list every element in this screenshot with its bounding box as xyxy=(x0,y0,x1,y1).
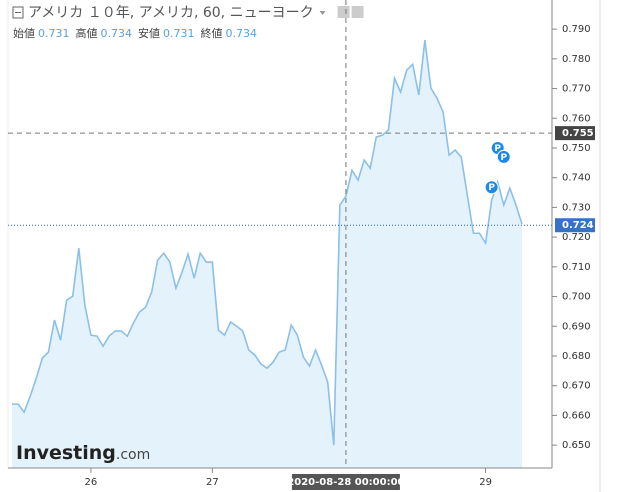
collapse-icon[interactable] xyxy=(12,6,24,19)
last-price-box xyxy=(555,218,595,233)
ohlc-value: 0.734 xyxy=(226,27,258,40)
last-price-label: 0.724 xyxy=(562,220,594,231)
event-marker-label: P xyxy=(500,153,507,163)
ohlc-name: 終値 xyxy=(201,26,223,40)
event-marker[interactable] xyxy=(496,149,511,164)
ohlc-name: 安値 xyxy=(138,26,160,40)
y-tick-label: 0.730 xyxy=(562,202,591,213)
ohlc-name: 始値 xyxy=(13,26,35,40)
crosshair-x-label: 2020-08-28 00:00:00 xyxy=(287,477,404,488)
event-marker-label: P xyxy=(494,144,501,154)
plot xyxy=(12,40,523,468)
y-tick-label: 0.680 xyxy=(562,351,591,362)
crosshair-x-box xyxy=(291,474,400,490)
logo: Investing.com xyxy=(16,442,150,464)
y-tick-label: 0.710 xyxy=(562,262,591,273)
dropdown-arrow xyxy=(319,11,326,15)
close-icon[interactable] xyxy=(351,6,364,18)
y-tick-label: 0.720 xyxy=(562,232,591,243)
y-tick-label: 0.770 xyxy=(562,84,591,95)
ohlc-value: 0.731 xyxy=(163,27,195,40)
x-tick-label: 26 xyxy=(85,477,98,488)
x-tick-label: 29 xyxy=(479,477,492,488)
crosshair-y-label: 0.755 xyxy=(562,128,594,139)
ohlc-value: 0.734 xyxy=(101,27,133,40)
x-tick-label: 27 xyxy=(206,477,219,488)
event-marker-label: P xyxy=(488,183,495,193)
y-tick-label: 0.780 xyxy=(562,54,591,65)
y-tick-label: 0.660 xyxy=(562,410,591,421)
y-tick-label: 0.740 xyxy=(562,173,591,184)
y-tick-label: 0.670 xyxy=(562,381,591,392)
y-tick-label: 0.790 xyxy=(562,24,591,35)
y-tick-label: 0.690 xyxy=(562,321,591,332)
ohlc-name: 高値 xyxy=(76,26,98,40)
y-tick-label: 0.750 xyxy=(562,143,591,154)
y-tick-label: 0.760 xyxy=(562,113,591,124)
price-line xyxy=(12,40,523,446)
y-tick-label: 0.650 xyxy=(562,440,591,451)
crosshair-y-box xyxy=(555,126,595,141)
ohlc-value: 0.731 xyxy=(38,27,70,40)
y-tick-label: 0.700 xyxy=(562,292,591,303)
area-fill xyxy=(12,40,522,468)
event-marker[interactable] xyxy=(484,180,499,195)
settings-icon[interactable] xyxy=(337,6,350,18)
chart-title: アメリカ １０年, アメリカ, 60, ニューヨーク xyxy=(28,5,314,21)
